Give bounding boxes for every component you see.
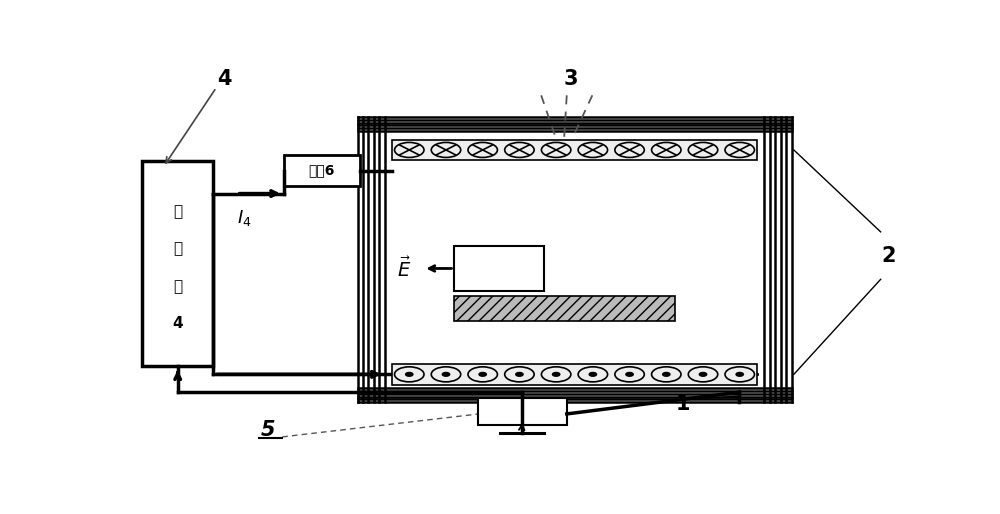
Bar (142, 160, 213, 366)
Circle shape (552, 373, 560, 376)
Text: $I_4$: $I_4$ (237, 208, 251, 228)
Bar (392, 364, 757, 384)
Text: 源: 源 (173, 279, 182, 293)
Text: 4: 4 (217, 69, 231, 89)
Circle shape (663, 373, 670, 376)
Circle shape (516, 373, 523, 376)
Circle shape (442, 373, 450, 376)
Circle shape (406, 373, 413, 376)
Bar (284, 155, 360, 187)
Text: 1: 1 (676, 394, 690, 414)
Bar (454, 246, 544, 291)
Bar (478, 398, 567, 425)
Text: 流: 流 (173, 242, 182, 256)
Circle shape (479, 373, 486, 376)
Text: 4: 4 (172, 316, 183, 331)
Circle shape (626, 373, 633, 376)
Circle shape (736, 373, 743, 376)
Bar (392, 135, 757, 384)
Text: 3: 3 (563, 69, 578, 89)
Text: 负载6: 负载6 (309, 163, 335, 177)
Text: 2: 2 (881, 246, 896, 266)
Bar (454, 297, 675, 321)
Text: 5: 5 (261, 420, 276, 440)
Circle shape (589, 373, 597, 376)
Text: $\vec{E}$: $\vec{E}$ (397, 256, 411, 281)
Text: 电: 电 (173, 205, 182, 219)
Circle shape (699, 373, 707, 376)
Bar (392, 140, 757, 160)
